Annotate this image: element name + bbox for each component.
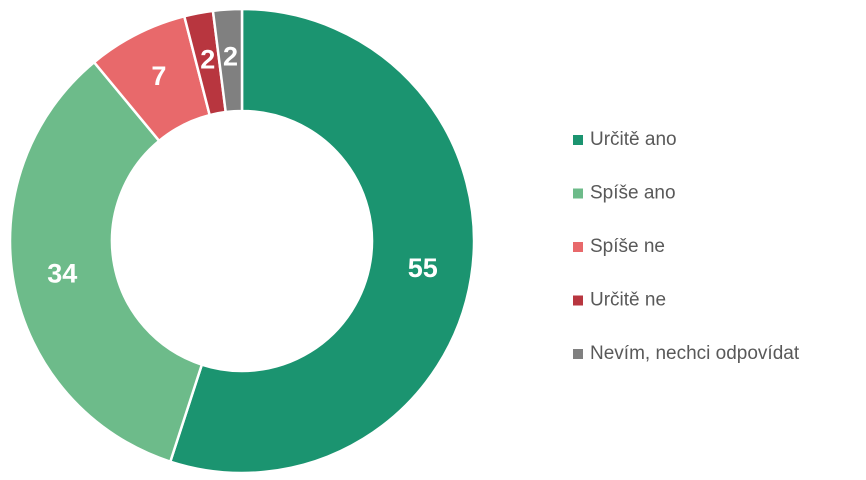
- legend-swatch: [573, 242, 583, 252]
- legend-swatch: [573, 188, 583, 199]
- legend-swatch: [573, 349, 583, 359]
- legend-label: Určitě ano: [590, 129, 677, 150]
- data-label: 2: [223, 41, 238, 71]
- legend-swatch: [573, 135, 583, 145]
- legend-label: Určitě ne: [590, 290, 666, 311]
- legend-swatch: [573, 295, 583, 306]
- donut-slice: [168, 7, 476, 475]
- donut-slice: [211, 7, 244, 114]
- legend-label: Spíše ano: [590, 183, 676, 204]
- data-label: 55: [408, 253, 438, 283]
- data-label: 7: [151, 61, 166, 91]
- donut-slice: [8, 60, 204, 464]
- data-label: 2: [200, 44, 215, 74]
- legend-label: Spíše ne: [590, 236, 665, 257]
- data-label: 34: [47, 258, 77, 288]
- legend-label: Nevím, nechci odpovídat: [590, 343, 800, 364]
